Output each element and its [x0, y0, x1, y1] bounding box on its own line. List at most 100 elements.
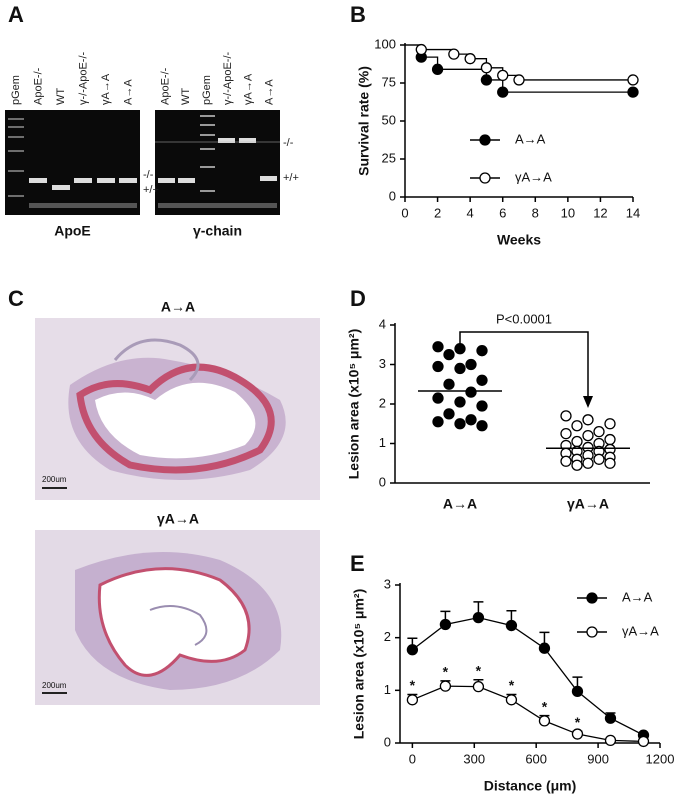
- lane-label: WT: [55, 88, 67, 105]
- lane-label: γA→A: [243, 73, 255, 105]
- data-point: [604, 457, 616, 469]
- x-tick-label: A→A: [443, 496, 477, 512]
- gel-title: γ-chain: [193, 223, 242, 239]
- lane-label: γ-/-ApoE-/-: [222, 51, 234, 105]
- x-tick-label: 900: [587, 751, 609, 766]
- scale-label: 200um: [42, 681, 67, 690]
- legend-label: γA→A: [622, 623, 659, 638]
- data-point: [464, 53, 476, 65]
- data-point: [476, 400, 488, 412]
- data-point: [560, 427, 572, 440]
- data-point: [465, 414, 477, 426]
- data-point: [571, 685, 584, 698]
- data-point: [443, 348, 455, 361]
- legend-label: A→A: [622, 589, 653, 604]
- x-tick-label: 4: [467, 205, 474, 220]
- data-point: [513, 74, 525, 86]
- significance: *: [542, 698, 548, 714]
- x-tick-label: 0: [401, 205, 408, 220]
- data-point: [465, 386, 477, 398]
- legend-marker: [479, 172, 491, 184]
- significance: *: [509, 677, 515, 693]
- arrow-head: [583, 396, 593, 408]
- panel-label: A: [8, 2, 24, 27]
- data-point: [443, 408, 455, 420]
- legend-marker: [586, 626, 598, 638]
- y-tick-label: 0: [379, 474, 386, 489]
- x-tick-label: 8: [532, 205, 539, 220]
- y-tick-label: 1: [384, 682, 391, 697]
- data-point: [465, 358, 477, 371]
- p-value: P<0.0001: [496, 311, 552, 326]
- data-point: [406, 644, 419, 656]
- lane-label: WT: [180, 88, 192, 105]
- gel: [5, 110, 140, 215]
- band-marker: -/-: [143, 169, 154, 181]
- band-marker: +/+: [283, 172, 299, 184]
- data-point: [582, 414, 594, 426]
- data-point: [454, 396, 466, 408]
- x-tick-label: 0: [409, 751, 416, 766]
- panel-label: D: [350, 286, 366, 311]
- data-point: [604, 734, 617, 747]
- data-point: [538, 642, 551, 654]
- panel-label: E: [350, 551, 365, 576]
- data-point: [505, 694, 518, 706]
- data-point: [431, 63, 444, 75]
- x-tick-label: γA→A: [567, 496, 609, 512]
- significance: *: [410, 677, 416, 693]
- legend-label: γA→A: [515, 169, 552, 184]
- data-point: [432, 360, 444, 373]
- data-point: [593, 425, 605, 438]
- x-tick-label: 300: [463, 751, 485, 766]
- comparison-bracket: [459, 331, 589, 398]
- data-point: [604, 433, 616, 446]
- y-tick-label: 100: [374, 36, 396, 51]
- data-point: [480, 74, 493, 86]
- data-point: [497, 69, 509, 82]
- y-tick-label: 3: [384, 576, 391, 591]
- data-point: [432, 341, 444, 353]
- x-axis-label: Distance (μm): [484, 778, 577, 794]
- data-point: [443, 378, 455, 390]
- lane-label: pGem: [10, 75, 22, 105]
- image-title: γA→A: [157, 511, 199, 527]
- data-point: [415, 43, 427, 56]
- histology-image: [35, 530, 320, 705]
- data-point: [439, 680, 452, 692]
- significance: *: [575, 714, 581, 730]
- y-tick-label: 0: [389, 188, 396, 203]
- y-tick-label: 75: [382, 74, 396, 89]
- histology-image: [35, 318, 320, 500]
- band-marker: -/-: [283, 137, 294, 149]
- data-point: [497, 86, 509, 98]
- x-tick-label: 10: [561, 205, 575, 220]
- data-point: [454, 343, 466, 355]
- image-title: A→A: [161, 299, 195, 315]
- data-point: [406, 694, 419, 706]
- lane-label: ApoE-/-: [159, 67, 171, 105]
- y-tick-label: 0: [384, 734, 391, 749]
- data-point: [571, 459, 583, 471]
- legend-marker: [479, 134, 491, 146]
- data-point: [432, 416, 444, 428]
- x-tick-label: 600: [525, 751, 547, 766]
- y-tick-label: 2: [384, 629, 391, 644]
- lane-label: γA→A: [100, 73, 112, 105]
- gel: [155, 110, 280, 215]
- data-point: [472, 680, 485, 693]
- y-tick-label: 3: [379, 356, 386, 371]
- y-tick-label: 1: [379, 435, 386, 450]
- lane-label: pGem: [201, 75, 213, 105]
- data-point: [582, 429, 594, 442]
- data-point: [560, 410, 572, 422]
- x-tick-label: 12: [593, 205, 607, 220]
- legend-label: A→A: [515, 131, 546, 146]
- x-tick-label: 6: [499, 205, 506, 220]
- data-point: [571, 435, 583, 448]
- data-point: [480, 62, 493, 74]
- x-tick-label: 2: [434, 205, 441, 220]
- data-point: [560, 455, 572, 467]
- significance: *: [443, 664, 449, 680]
